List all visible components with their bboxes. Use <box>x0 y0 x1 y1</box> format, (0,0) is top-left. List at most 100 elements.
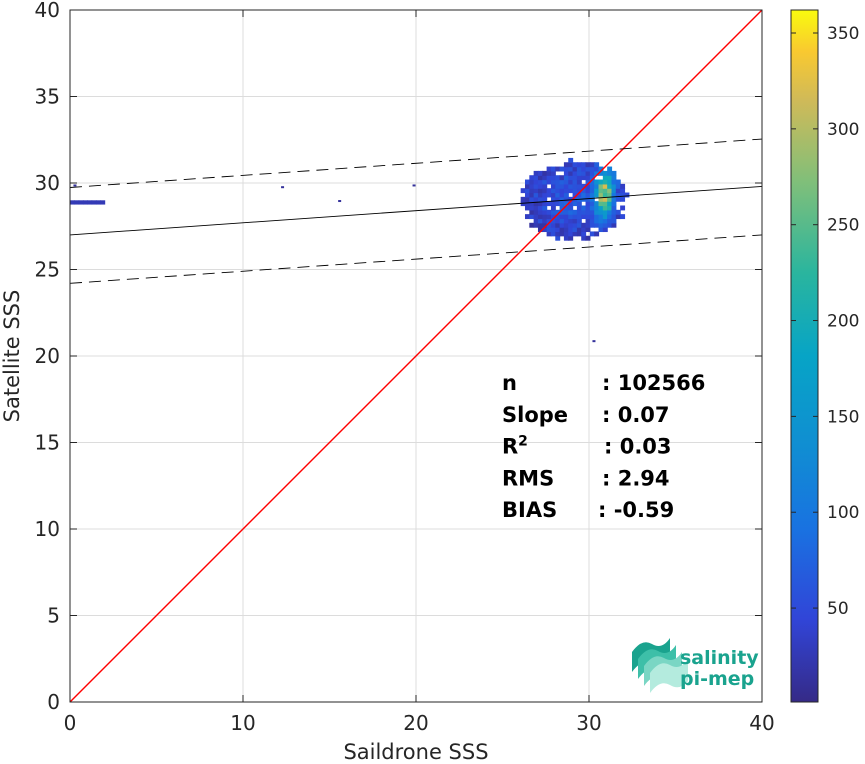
density-cell <box>559 196 565 202</box>
density-cell <box>602 196 608 202</box>
density-cell <box>524 179 530 185</box>
density-cell <box>607 175 613 181</box>
density-cell <box>546 201 552 207</box>
density-cell <box>568 235 574 241</box>
x-tick-label-2: 20 <box>403 711 428 735</box>
density-cell <box>581 166 587 172</box>
density-cell <box>594 209 600 215</box>
stats-box: n: 102566 Slope: 0.07 R2: 0.03 RMS: 2.94 BIA… <box>502 371 705 522</box>
density-cell <box>542 170 548 176</box>
density-cell <box>581 209 587 215</box>
density-cell <box>585 209 591 215</box>
density-cell <box>524 205 530 211</box>
density-cell <box>542 214 548 220</box>
density-cell <box>555 235 561 241</box>
density-cell <box>572 162 578 168</box>
density-cell <box>594 222 600 228</box>
stat-value-4: : -0.59 <box>598 498 674 522</box>
density-cell <box>581 231 587 237</box>
density-cell <box>524 183 530 189</box>
density-cell <box>537 192 543 198</box>
density-cell <box>70 200 75 205</box>
density-cell <box>568 183 574 189</box>
density-cell <box>598 179 604 185</box>
density-cell <box>555 201 561 207</box>
density-cell <box>546 179 552 185</box>
density-cell <box>563 235 569 241</box>
y-tick-label-3: 15 <box>35 431 60 455</box>
density-cell <box>576 218 582 224</box>
density-cell <box>576 188 582 194</box>
density-cell <box>563 201 569 207</box>
density-cell <box>611 179 617 185</box>
density-cell <box>529 183 535 189</box>
density-cell <box>537 179 543 185</box>
lower-bound-line <box>70 234 762 284</box>
density-cell <box>607 205 613 211</box>
density-cell <box>576 222 582 228</box>
salinity-pi-mep-logo: salinity pi-mep <box>632 638 759 693</box>
stat-key-sup: 2 <box>518 434 528 450</box>
stat-key-1: Slope <box>502 403 568 427</box>
density-cell <box>546 170 552 176</box>
density-cell <box>568 162 574 168</box>
y-tick-label-8: 40 <box>35 0 60 22</box>
density-cell <box>537 222 543 228</box>
density-cell <box>568 179 574 185</box>
density-cell <box>550 196 556 202</box>
density-cell <box>550 209 556 215</box>
density-cell <box>576 231 582 237</box>
density-cell <box>585 166 591 172</box>
density-cell <box>533 222 539 228</box>
density-cell <box>581 188 587 194</box>
density-cell <box>572 222 578 228</box>
density-cell <box>555 218 561 224</box>
density-cell <box>559 222 565 228</box>
density-cell <box>589 222 595 228</box>
x-tick-label-0: 0 <box>64 711 77 735</box>
density-cell <box>615 192 621 198</box>
density-cell <box>542 222 548 228</box>
density-cell <box>537 175 543 181</box>
density-cell <box>581 235 587 241</box>
density-cell <box>598 205 604 211</box>
density-cell <box>529 175 535 181</box>
density-cell <box>555 179 561 185</box>
density-cell <box>559 192 565 198</box>
stat-key-2: R2 <box>502 434 528 459</box>
density-cell <box>563 192 569 198</box>
density-cell <box>529 201 535 207</box>
density-cell <box>576 183 582 189</box>
density-cell <box>602 205 608 211</box>
density-cell <box>550 188 556 194</box>
density-cell <box>607 179 613 185</box>
density-cell <box>529 179 535 185</box>
density-cell <box>555 175 561 181</box>
density-cell <box>581 222 587 228</box>
density-cell <box>620 214 626 220</box>
density-cell <box>542 188 548 194</box>
density-cell <box>542 201 548 207</box>
density-cell <box>611 175 617 181</box>
density-cell <box>589 183 595 189</box>
density-cell <box>529 214 535 220</box>
density-cell <box>550 222 556 228</box>
density-cell <box>576 227 582 233</box>
density-cell <box>537 227 543 233</box>
density-cell <box>607 196 613 202</box>
x-tick-label-1: 10 <box>230 711 255 735</box>
density-cell <box>598 222 604 228</box>
density-cell <box>559 205 565 211</box>
density-cell <box>568 205 574 211</box>
density-cell <box>611 214 617 220</box>
density-cell <box>542 227 548 233</box>
density-cell <box>581 170 587 176</box>
density-cell <box>576 179 582 185</box>
density-cell <box>598 188 604 194</box>
density-cell <box>568 170 574 176</box>
density-cell <box>542 209 548 215</box>
density-cell <box>585 222 591 228</box>
stat-key-0: n <box>502 371 517 395</box>
density-cell <box>576 214 582 220</box>
